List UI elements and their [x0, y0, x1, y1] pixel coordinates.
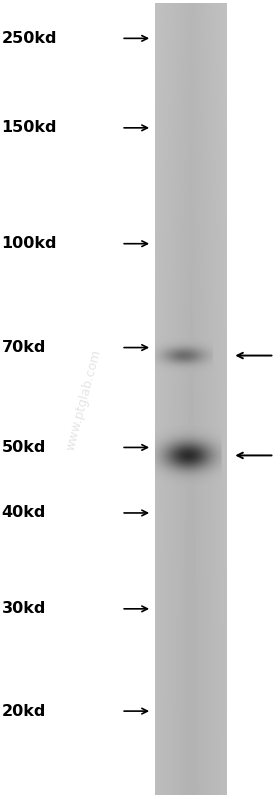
Text: www.ptglab.com: www.ptglab.com — [64, 348, 104, 451]
Text: 20kd: 20kd — [1, 704, 46, 718]
Text: 30kd: 30kd — [1, 602, 46, 616]
Text: 250kd: 250kd — [1, 31, 57, 46]
Text: 50kd: 50kd — [1, 440, 46, 455]
Text: 150kd: 150kd — [1, 121, 57, 135]
Text: 100kd: 100kd — [1, 237, 57, 251]
Text: 40kd: 40kd — [1, 506, 46, 520]
Text: 70kd: 70kd — [1, 340, 46, 355]
